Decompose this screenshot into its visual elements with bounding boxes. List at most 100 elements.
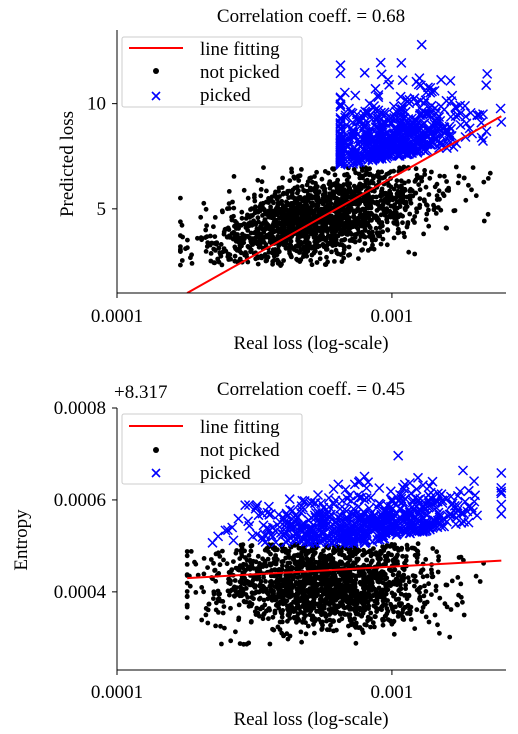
not-picked-point: [360, 247, 365, 253]
not-picked-point: [270, 614, 276, 620]
not-picked-point: [376, 585, 382, 591]
chart-title: Correlation coeff. = 0.45: [217, 379, 405, 400]
not-picked-point: [363, 593, 369, 598]
not-picked-point: [279, 614, 285, 620]
picked-point: [297, 495, 308, 506]
not-picked-point: [421, 231, 426, 237]
not-picked-point: [369, 237, 375, 242]
not-picked-point: [289, 169, 295, 175]
not-picked-point: [193, 590, 199, 595]
not-picked-point: [308, 244, 314, 250]
not-picked-point: [268, 235, 274, 241]
picked-point: [477, 135, 489, 147]
not-picked-point: [178, 195, 183, 201]
not-picked-point: [301, 616, 307, 621]
not-picked-point: [259, 179, 265, 185]
picked-point: [396, 57, 407, 68]
not-picked-point: [304, 588, 309, 593]
not-picked-point: [264, 188, 269, 194]
not-picked-point: [270, 212, 275, 217]
not-picked-point: [255, 215, 261, 221]
not-picked-point: [193, 561, 199, 567]
not-picked-point: [340, 229, 346, 235]
picked-point: [447, 90, 458, 101]
not-picked-point: [378, 556, 383, 562]
not-picked-point: [316, 559, 322, 565]
picked-point: [387, 494, 398, 506]
not-picked-point: [310, 200, 315, 206]
not-picked-point: [316, 603, 321, 609]
picked-point: [388, 109, 399, 120]
not-picked-point: [339, 259, 345, 264]
not-picked-point: [391, 235, 397, 241]
not-picked-point: [203, 206, 209, 212]
not-picked-point: [435, 569, 441, 575]
not-picked-point: [408, 617, 414, 622]
not-picked-point: [316, 587, 321, 593]
not-picked-point: [391, 631, 397, 637]
not-picked-point: [363, 622, 369, 628]
chart-panel-correlation-068: Correlation coeff. = 0.68 0.0001 0.001510…: [57, 6, 507, 354]
not-picked-point: [422, 198, 427, 204]
not-picked-point: [299, 223, 304, 228]
not-picked-point: [309, 262, 315, 268]
not-picked-point: [384, 575, 390, 581]
picked-point: [371, 502, 383, 513]
picked-point: [455, 486, 466, 497]
picked-point: [373, 89, 384, 101]
not-picked-point: [404, 596, 410, 602]
picked-point: [319, 518, 330, 529]
not-picked-point: [318, 553, 324, 558]
not-picked-point: [477, 579, 483, 584]
not-picked-point: [272, 567, 278, 573]
not-picked-point: [435, 622, 440, 628]
not-picked-point: [245, 195, 251, 201]
fit-line-layer: [187, 559, 502, 580]
not-picked-point: [420, 574, 426, 580]
not-picked-point: [331, 227, 337, 233]
not-picked-point: [220, 548, 225, 554]
not-picked-point: [358, 208, 363, 214]
not-picked-point: [327, 612, 332, 617]
not-picked-point: [333, 582, 338, 588]
not-picked-point: [273, 579, 279, 585]
not-picked-point: [398, 578, 404, 583]
picked-point: [355, 141, 366, 152]
not-picked-point: [319, 176, 325, 182]
not-picked-point: [330, 231, 336, 237]
not-picked-point: [266, 214, 272, 220]
picked-point: [463, 485, 474, 496]
picked-point: [323, 535, 335, 546]
not-picked-point: [418, 585, 423, 590]
picked-point: [392, 139, 403, 151]
not-picked-point: [218, 598, 224, 604]
not-picked-point: [284, 200, 290, 206]
not-picked-point: [248, 207, 253, 212]
picked-point: [213, 531, 224, 542]
not-picked-point: [384, 219, 390, 225]
not-picked-point: [237, 245, 243, 251]
not-picked-point: [311, 596, 317, 601]
not-picked-point: [347, 632, 352, 638]
not-picked-point: [232, 578, 238, 583]
not-picked-point: [272, 192, 278, 197]
legend-x-marker: [151, 468, 161, 478]
not-picked-point: [294, 248, 299, 254]
not-picked-point: [188, 255, 193, 261]
not-picked-point: [461, 175, 467, 181]
not-picked-point: [316, 243, 322, 249]
picked-point: [385, 486, 396, 497]
picked-point: [476, 132, 487, 143]
not-picked-point: [277, 573, 283, 579]
not-picked-point: [267, 583, 273, 589]
picked-point: [400, 94, 412, 105]
not-picked-point: [454, 601, 460, 607]
not-picked-point: [263, 234, 269, 240]
not-picked-point: [238, 584, 243, 590]
not-picked-point: [287, 227, 292, 233]
picked-point: [369, 510, 380, 521]
not-picked-point: [380, 603, 386, 609]
not-picked-point: [301, 583, 307, 589]
not-picked-point: [319, 612, 324, 618]
not-picked-point: [288, 608, 294, 614]
